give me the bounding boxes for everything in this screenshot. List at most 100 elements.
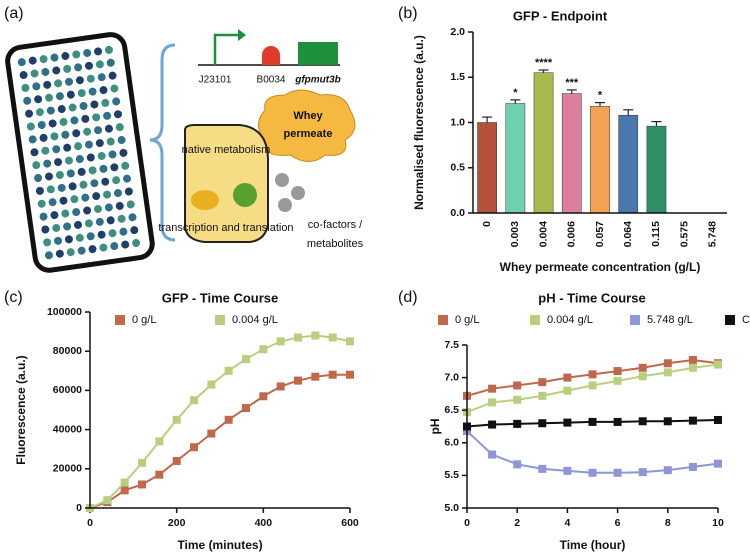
x-tick-label: 0.057 (594, 221, 606, 247)
well (110, 84, 119, 93)
marker (488, 450, 497, 459)
marker (311, 331, 320, 340)
marker (207, 380, 216, 389)
y-tick-label: 5.0 (444, 502, 459, 514)
promoter-arrow (238, 29, 246, 41)
marker (276, 337, 285, 346)
well (52, 145, 61, 154)
y-tick-label: 20000 (53, 463, 82, 475)
x-tick-label: 0.003 (509, 221, 521, 247)
well (99, 243, 108, 252)
panel-label: (a) (4, 5, 24, 22)
well (65, 77, 74, 86)
x-axis-label: Whey permeate concentration (g/L) (500, 260, 701, 274)
well (88, 87, 97, 96)
chart-title: GFP - Time Course (162, 290, 279, 305)
well (52, 66, 61, 75)
well (117, 136, 126, 145)
well (37, 120, 46, 129)
rbs (262, 46, 280, 65)
well (108, 150, 117, 159)
marker (311, 372, 320, 381)
legend-swatch (438, 315, 448, 325)
well (81, 114, 90, 123)
well (101, 177, 110, 186)
x-axis-label: Time (minutes) (177, 538, 262, 552)
marker (488, 398, 497, 407)
cell-text: transcription and translation (158, 222, 293, 234)
marker (488, 384, 497, 393)
well (86, 153, 95, 162)
marker (346, 370, 354, 379)
significance: * (598, 89, 603, 101)
well (30, 69, 39, 78)
well (64, 156, 73, 165)
well (104, 45, 113, 54)
well (43, 238, 52, 247)
y-tick-label: 7.5 (444, 339, 459, 351)
marker (714, 360, 722, 369)
well (74, 142, 83, 151)
x-axis-label: Time (hour) (560, 538, 626, 552)
marker (328, 333, 337, 342)
y-tick-label: 6.0 (444, 437, 459, 449)
well (50, 211, 59, 220)
marker (138, 458, 146, 467)
well (63, 222, 72, 231)
well (57, 183, 66, 192)
series-line (89, 334, 351, 509)
well (39, 55, 48, 64)
well (92, 192, 101, 201)
well (124, 187, 133, 196)
well (121, 161, 130, 170)
well (130, 226, 139, 235)
cofactor-text: metabolites (307, 238, 364, 250)
marker (663, 359, 672, 368)
well (57, 105, 66, 114)
well (79, 101, 88, 110)
well (88, 166, 97, 175)
well (92, 113, 101, 122)
well (44, 251, 53, 260)
cofactor-text: co-factors / (308, 219, 363, 231)
well (74, 220, 83, 229)
x-tick-label: 2 (514, 517, 520, 529)
legend-label: 0 g/L (132, 314, 156, 326)
well (81, 193, 90, 202)
series-line (466, 430, 719, 474)
y-axis-label: Normalised fluorescence (a.u.) (412, 35, 426, 210)
well (95, 139, 104, 148)
y-tick-label: 0 (76, 502, 82, 514)
marker (688, 363, 697, 372)
well (84, 61, 93, 70)
part-label: J23101 (199, 75, 232, 86)
marker (513, 419, 522, 428)
legend-swatch (725, 315, 735, 325)
well (72, 208, 81, 217)
well (88, 245, 97, 254)
y-axis-label: pH (428, 419, 442, 435)
well (104, 203, 113, 212)
well (83, 48, 92, 57)
well (30, 148, 39, 157)
bar (618, 115, 639, 214)
series-line (89, 373, 350, 509)
bar (646, 125, 667, 214)
well (39, 133, 48, 142)
x-tick-label: 0 (481, 221, 493, 227)
well (103, 190, 112, 199)
well (63, 64, 72, 73)
well (59, 117, 68, 126)
legend-swatch (215, 315, 225, 325)
well (119, 148, 128, 157)
well (75, 233, 84, 242)
cell-text: native metabolism (182, 144, 271, 156)
well (55, 249, 64, 258)
well (68, 103, 77, 112)
well (119, 227, 128, 236)
y-tick-label: 100000 (47, 306, 82, 318)
well (61, 52, 70, 61)
well (41, 225, 50, 234)
marker (259, 345, 268, 354)
